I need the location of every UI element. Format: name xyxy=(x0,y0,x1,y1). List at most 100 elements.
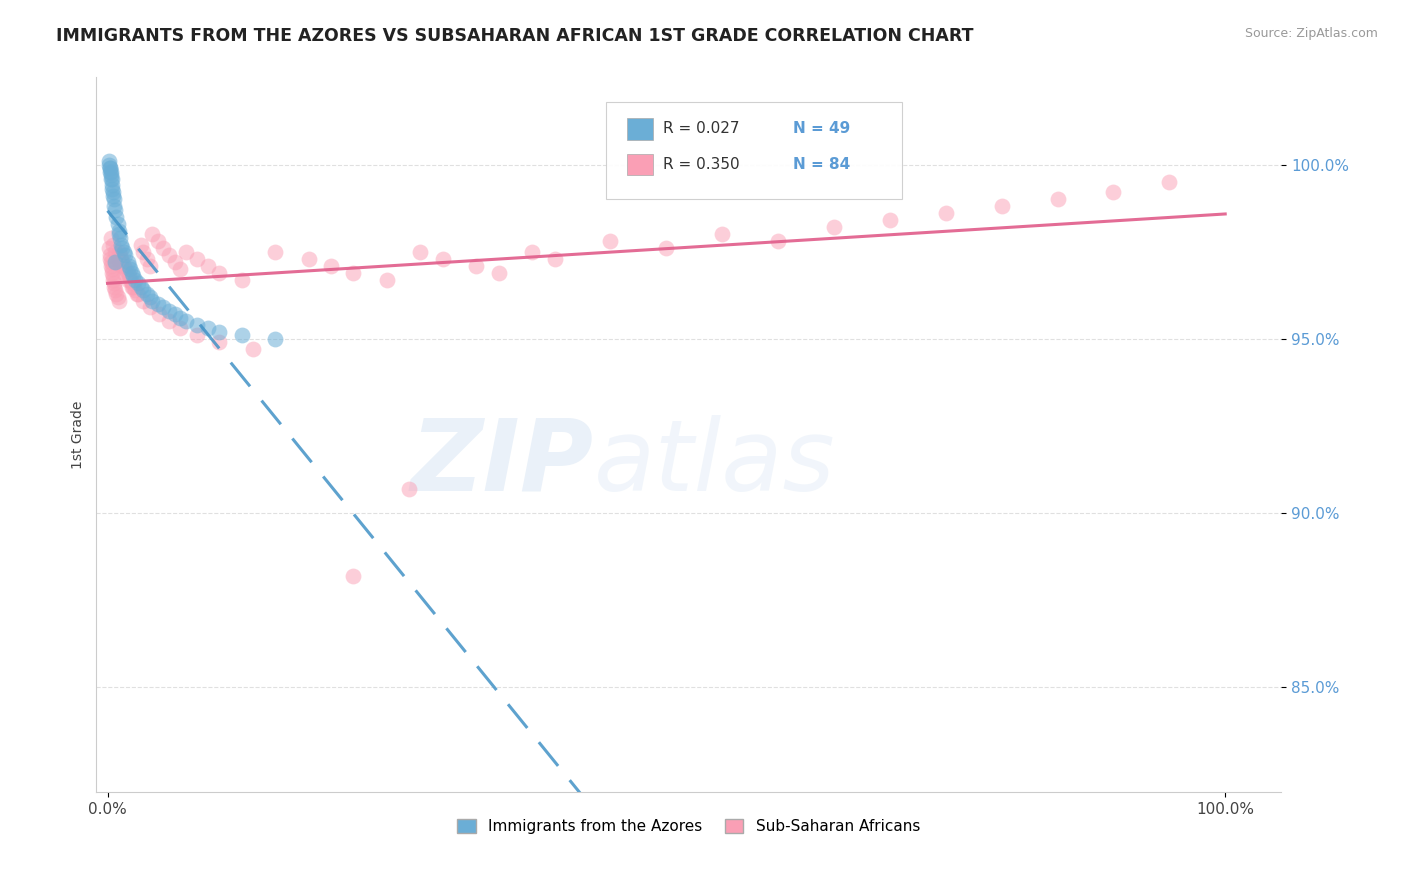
Point xyxy=(100,168,122,182)
Point xyxy=(169,262,191,277)
Point xyxy=(101,189,124,203)
Point xyxy=(169,321,191,335)
Point xyxy=(157,248,180,262)
Point xyxy=(104,202,127,217)
Point xyxy=(114,262,136,277)
Point xyxy=(174,244,197,259)
Point xyxy=(101,272,124,286)
Point xyxy=(101,178,124,193)
Point xyxy=(104,283,127,297)
Point xyxy=(117,272,139,286)
Point xyxy=(98,248,121,262)
Point xyxy=(231,272,253,286)
Point xyxy=(127,286,149,301)
Point xyxy=(101,262,124,277)
Point xyxy=(104,255,127,269)
Point xyxy=(409,244,432,259)
Point xyxy=(101,186,124,200)
Point xyxy=(101,269,124,284)
Point xyxy=(139,301,162,315)
Point xyxy=(655,241,678,255)
Point xyxy=(186,252,208,266)
Point xyxy=(208,325,231,339)
Point xyxy=(157,314,180,328)
Point xyxy=(121,276,143,290)
Point xyxy=(148,308,170,322)
Point xyxy=(522,244,544,259)
Point xyxy=(132,283,155,297)
Point xyxy=(98,161,121,175)
Point xyxy=(100,164,122,178)
Point xyxy=(107,227,129,242)
Point xyxy=(711,227,734,242)
Point xyxy=(97,154,120,169)
Point xyxy=(129,279,152,293)
Point xyxy=(823,220,845,235)
Point xyxy=(124,272,146,286)
Point xyxy=(319,259,342,273)
Point xyxy=(766,234,789,248)
Text: IMMIGRANTS FROM THE AZORES VS SUBSAHARAN AFRICAN 1ST GRADE CORRELATION CHART: IMMIGRANTS FROM THE AZORES VS SUBSAHARAN… xyxy=(56,27,974,45)
Point xyxy=(543,252,565,266)
Point xyxy=(125,286,148,301)
Point xyxy=(1159,175,1181,189)
Point xyxy=(141,293,163,308)
Text: R = 0.350: R = 0.350 xyxy=(662,157,740,172)
Point xyxy=(103,193,125,207)
Text: ZIP: ZIP xyxy=(411,415,593,512)
Point xyxy=(103,276,125,290)
Point xyxy=(342,569,364,583)
Point xyxy=(141,227,163,242)
Point xyxy=(163,308,186,322)
Point xyxy=(107,224,129,238)
Point xyxy=(132,244,155,259)
Point xyxy=(342,266,364,280)
Legend: Immigrants from the Azores, Sub-Saharan Africans: Immigrants from the Azores, Sub-Saharan … xyxy=(457,819,920,834)
Point xyxy=(1046,193,1069,207)
Point xyxy=(111,241,134,255)
Bar xyxy=(627,154,654,176)
Point xyxy=(98,161,121,175)
Point xyxy=(117,255,139,269)
Point xyxy=(122,269,145,284)
Point xyxy=(146,234,169,248)
Point xyxy=(264,332,287,346)
Point xyxy=(127,276,149,290)
Point xyxy=(264,244,287,259)
Point xyxy=(118,259,141,273)
Point xyxy=(101,182,124,196)
Point xyxy=(108,231,131,245)
Point xyxy=(169,310,191,325)
Point xyxy=(879,213,901,227)
Y-axis label: 1st Grade: 1st Grade xyxy=(72,401,86,469)
Point xyxy=(104,244,127,259)
Point xyxy=(139,290,162,304)
Point xyxy=(118,272,141,286)
Point xyxy=(124,283,146,297)
Bar xyxy=(627,118,654,140)
Point xyxy=(231,328,253,343)
Point xyxy=(107,252,129,266)
Point xyxy=(117,266,139,280)
Point xyxy=(186,328,208,343)
Point xyxy=(1102,186,1125,200)
Point xyxy=(990,199,1012,213)
Point xyxy=(110,259,132,273)
Point xyxy=(100,255,122,269)
Point xyxy=(121,279,143,293)
Point xyxy=(107,217,129,231)
Point xyxy=(599,234,621,248)
Point xyxy=(186,318,208,332)
Text: Source: ZipAtlas.com: Source: ZipAtlas.com xyxy=(1244,27,1378,40)
Point xyxy=(105,286,128,301)
Point xyxy=(298,252,321,266)
Point xyxy=(112,259,135,273)
Point xyxy=(122,279,145,293)
Point xyxy=(197,321,219,335)
Point xyxy=(129,237,152,252)
Point xyxy=(98,164,121,178)
Point xyxy=(107,290,129,304)
Point xyxy=(465,259,488,273)
Point xyxy=(152,301,174,315)
Point xyxy=(107,244,129,259)
